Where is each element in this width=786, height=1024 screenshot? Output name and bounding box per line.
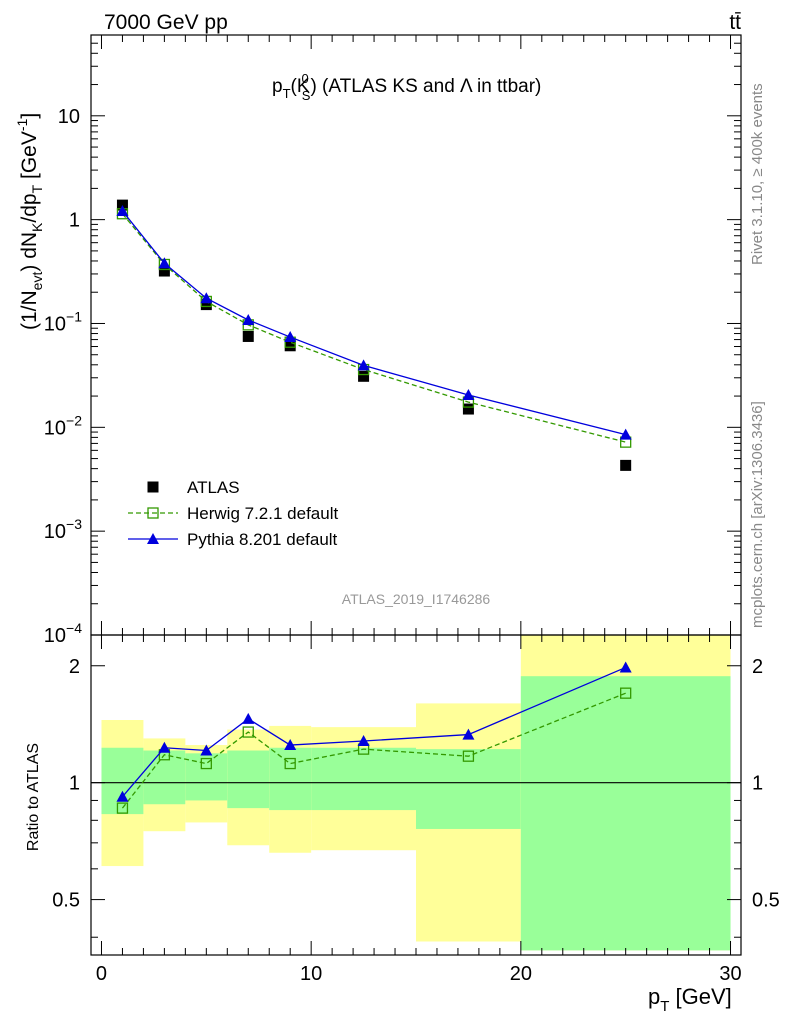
ratio-series-line	[121, 666, 626, 798]
stat-uncertainty-band	[185, 753, 228, 801]
ratio-data-point	[357, 735, 370, 747]
y-tick-label: 10−3	[44, 516, 82, 543]
x-tick-label: 30	[719, 963, 741, 985]
ratio-axis-label: Ratio to ATLAS	[25, 743, 42, 851]
stat-uncertainty-band	[520, 676, 731, 951]
main-data-point	[200, 292, 213, 304]
stat-uncertainty-band	[143, 750, 186, 805]
legend-label: Pythia 8.201 default	[187, 530, 338, 549]
ratio-y-tick-label-right: 0.5	[752, 890, 780, 912]
main-data-point	[116, 205, 129, 217]
main-data-point	[242, 314, 255, 326]
y-tick-label: 10−4	[44, 620, 82, 647]
ratio-data-point	[200, 757, 212, 770]
main-data-point	[462, 388, 475, 400]
ratio-data-point	[284, 757, 296, 770]
main-data-point	[619, 428, 632, 440]
x-tick-label: 20	[510, 963, 532, 985]
ratio-data-point	[116, 802, 129, 814]
ratio-data-point	[242, 726, 254, 738]
mcplots-label: mcplots.cern.ch [arXiv:1306.3436]	[749, 401, 766, 628]
main-data-point	[620, 459, 632, 471]
ratio-y-tick-label: 1	[69, 773, 80, 795]
analysis-id-label: ATLAS_2019_I1746286	[342, 591, 491, 607]
tick-labels: 0 10 20 30 10−4 10−3 10−2 10−1 1 10 0.5 0.5 1 1 2 2	[44, 106, 780, 985]
ratio-data-point	[158, 741, 171, 753]
ratio-y-tick-label-right: 1	[752, 773, 763, 795]
plot-title: pT(K0 S) (ATLAS KS and Λ in ttbar)	[272, 71, 541, 103]
y-tick-label: 10	[58, 106, 80, 128]
stat-uncertainty-band	[227, 750, 270, 809]
ratio-data-point	[620, 687, 632, 699]
main-data-point	[158, 265, 170, 277]
y-tick-label: 10−1	[44, 308, 82, 335]
ratio-data-point	[619, 661, 632, 673]
main-series-line	[121, 213, 626, 443]
legend-marker	[147, 481, 159, 493]
ratio-uncertainty-bands	[101, 635, 731, 951]
legend-marker	[147, 533, 159, 544]
ratio-data-point	[200, 744, 213, 756]
energy-label: 7000 GeV pp	[104, 11, 228, 34]
legend: ATLAS Herwig 7.2.1 default Pythia 8.201 de…	[128, 478, 338, 549]
main-data-point	[284, 331, 297, 343]
data-series	[116, 199, 632, 814]
ratio-y-tick-label: 0.5	[52, 890, 80, 912]
y-axis-label: (1/Nevt) dNK/dpT [GeV-1]	[14, 113, 45, 330]
x-axis-label: pT [GeV]	[648, 984, 732, 1015]
main-data-point	[158, 257, 171, 269]
main-data-point	[200, 299, 212, 311]
ratio-y-tick-label: 2	[69, 656, 80, 678]
process-label: tt̄	[729, 11, 741, 34]
stat-uncertainty-band	[269, 747, 312, 811]
main-data-point	[358, 370, 370, 382]
ratio-data-point	[284, 739, 297, 751]
legend-label: ATLAS	[187, 478, 240, 497]
main-data-point	[357, 359, 370, 371]
ratio-data-point	[116, 790, 129, 802]
legend-label: Herwig 7.2.1 default	[187, 504, 338, 523]
axis-ticks	[91, 34, 741, 955]
legend-marker	[147, 507, 159, 519]
ratio-data-point	[462, 728, 475, 740]
main-data-point	[284, 340, 296, 352]
rivet-label: Rivet 3.1.10, ≥ 400k events	[749, 83, 766, 265]
stat-uncertainty-band	[311, 747, 416, 811]
x-tick-label: 10	[300, 963, 322, 985]
y-tick-label: 10−2	[44, 412, 82, 439]
stat-uncertainty-band	[101, 747, 144, 815]
x-tick-label: 0	[96, 963, 107, 985]
ratio-series-line	[121, 692, 626, 809]
ratio-data-point	[242, 712, 255, 724]
ratio-data-point	[462, 750, 475, 762]
main-series-line	[121, 210, 626, 436]
main-data-point	[462, 403, 474, 415]
y-tick-label: 1	[69, 210, 80, 232]
stat-uncertainty-band	[416, 749, 521, 829]
ratio-y-tick-label-right: 2	[752, 656, 763, 678]
main-data-point	[242, 330, 254, 342]
